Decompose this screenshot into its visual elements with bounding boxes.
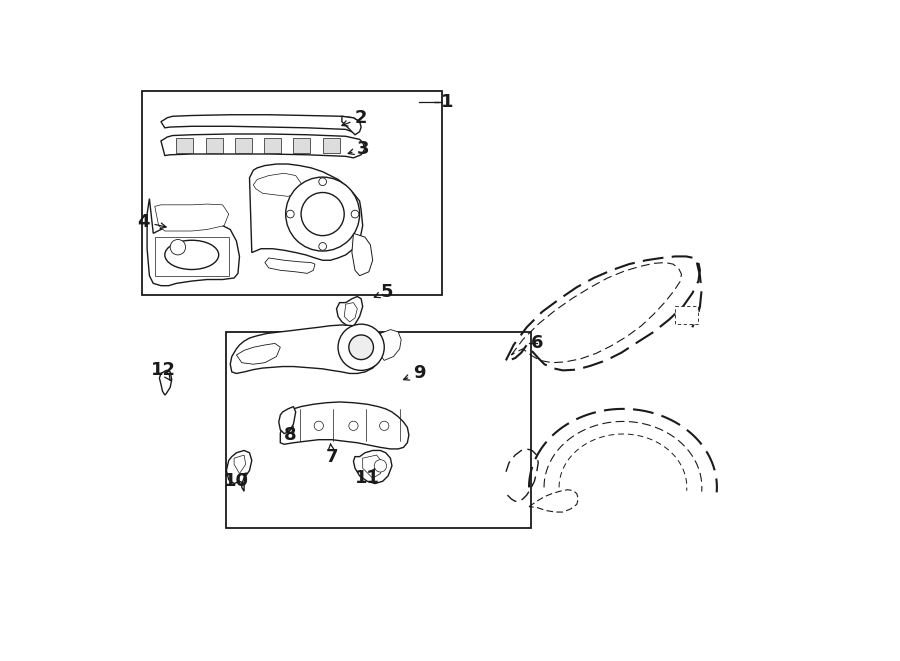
Circle shape: [380, 421, 389, 430]
Circle shape: [349, 335, 373, 360]
Polygon shape: [237, 344, 280, 364]
Text: 2: 2: [355, 109, 367, 127]
Circle shape: [314, 421, 323, 430]
Polygon shape: [254, 173, 302, 196]
Polygon shape: [227, 450, 252, 491]
Polygon shape: [205, 138, 222, 153]
Circle shape: [349, 421, 358, 430]
Text: 8: 8: [284, 426, 297, 444]
Polygon shape: [230, 325, 384, 373]
Circle shape: [338, 324, 384, 370]
Circle shape: [374, 459, 387, 472]
Circle shape: [351, 210, 359, 218]
Polygon shape: [234, 455, 246, 473]
Polygon shape: [264, 138, 281, 153]
Polygon shape: [354, 450, 392, 484]
Polygon shape: [161, 134, 365, 158]
Polygon shape: [378, 330, 401, 360]
Text: 4: 4: [137, 213, 149, 231]
Polygon shape: [249, 164, 363, 260]
Text: 6: 6: [530, 334, 543, 352]
Text: 12: 12: [151, 362, 176, 379]
Polygon shape: [159, 370, 172, 395]
Circle shape: [319, 243, 327, 251]
Text: 10: 10: [224, 472, 249, 490]
Polygon shape: [161, 115, 360, 132]
Polygon shape: [342, 116, 361, 135]
Polygon shape: [155, 237, 229, 276]
Text: 5: 5: [381, 283, 393, 301]
Text: 1: 1: [441, 93, 454, 112]
Polygon shape: [293, 138, 310, 153]
Polygon shape: [352, 233, 373, 276]
Polygon shape: [675, 307, 698, 324]
Circle shape: [285, 177, 360, 251]
Bar: [141, 91, 442, 295]
Polygon shape: [279, 407, 296, 434]
Text: 9: 9: [412, 364, 425, 383]
Polygon shape: [363, 455, 382, 478]
Circle shape: [319, 178, 327, 186]
Ellipse shape: [165, 240, 219, 270]
Polygon shape: [344, 303, 357, 322]
Polygon shape: [155, 204, 229, 231]
Polygon shape: [235, 138, 252, 153]
Polygon shape: [265, 258, 315, 274]
Polygon shape: [147, 199, 239, 286]
Polygon shape: [322, 138, 339, 153]
Text: 3: 3: [357, 139, 370, 157]
Text: 11: 11: [355, 469, 380, 487]
Circle shape: [286, 210, 294, 218]
Circle shape: [170, 239, 185, 255]
Circle shape: [302, 192, 344, 235]
Polygon shape: [337, 297, 363, 327]
Polygon shape: [176, 138, 194, 153]
Bar: [227, 332, 531, 528]
Text: 7: 7: [326, 447, 338, 465]
Polygon shape: [280, 402, 409, 449]
